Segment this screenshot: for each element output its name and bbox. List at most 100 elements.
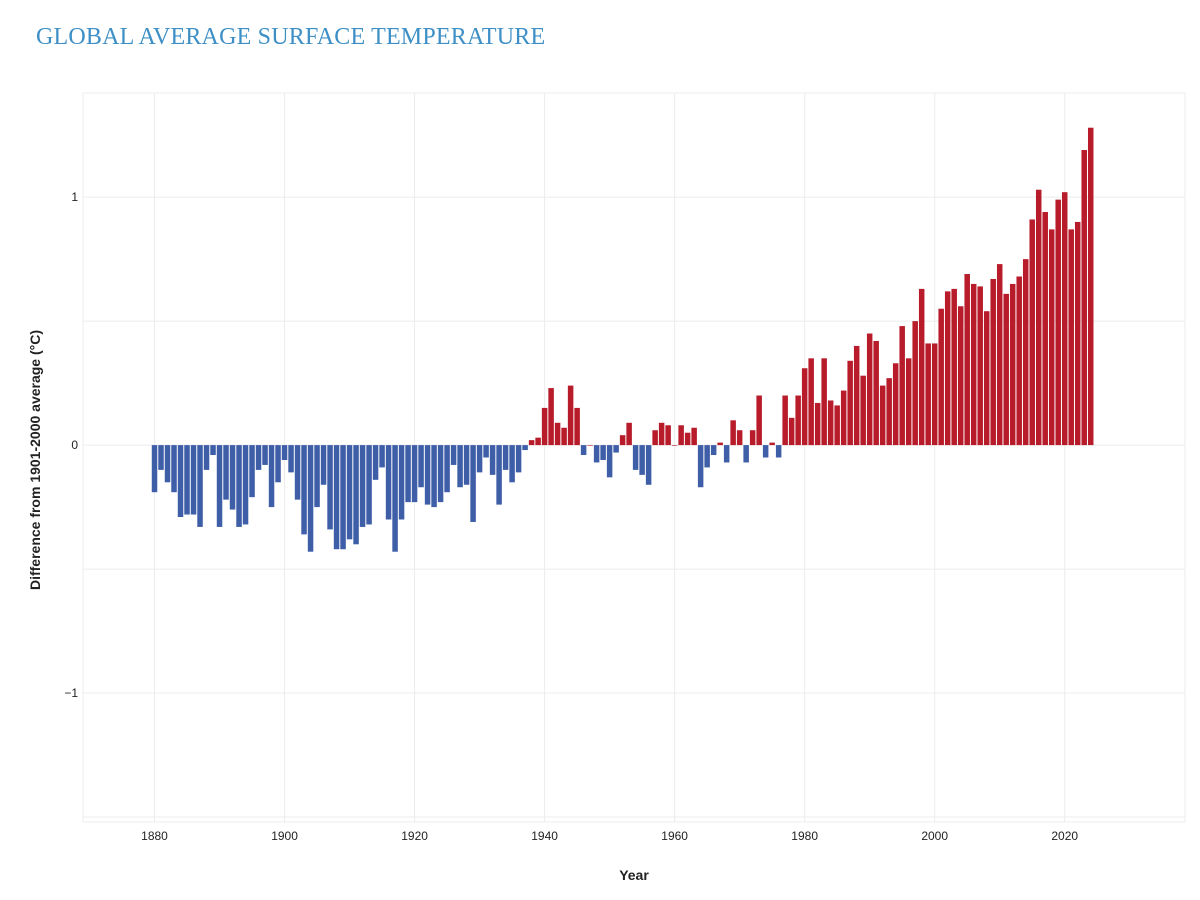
bar-1931 — [483, 445, 489, 458]
bar-1917 — [392, 445, 398, 552]
bar-1960 — [671, 445, 678, 446]
bar-1998 — [918, 288, 925, 446]
bar-1934 — [502, 445, 509, 470]
bar-1911 — [353, 445, 359, 545]
bar-2009 — [990, 278, 996, 446]
x-tick-1900: 1900 — [271, 829, 298, 843]
bar-1973 — [756, 395, 762, 446]
bar-1941 — [548, 388, 554, 446]
bar-1996 — [905, 358, 912, 446]
bar-1918 — [398, 445, 405, 520]
y-axis-label: Difference from 1901-2000 average (°C) — [27, 330, 43, 590]
bar-1976 — [775, 445, 782, 458]
bar-1990 — [866, 333, 873, 446]
bar-2000 — [931, 343, 938, 446]
bar-1961 — [678, 425, 684, 446]
bar-1922 — [424, 445, 431, 505]
bar-1924 — [437, 445, 444, 503]
bar-1950 — [606, 445, 613, 478]
bars — [151, 127, 1094, 552]
bar-1970 — [736, 430, 743, 446]
bar-1885 — [184, 445, 190, 515]
bar-1989 — [860, 375, 866, 446]
bar-1982 — [814, 402, 821, 446]
bar-1969 — [730, 420, 736, 446]
bar-1984 — [827, 400, 834, 446]
bar-1942 — [554, 422, 561, 446]
bar-1974 — [762, 445, 769, 458]
bar-1966 — [710, 445, 717, 456]
bar-1935 — [509, 445, 515, 483]
bar-1915 — [379, 445, 385, 468]
bar-1913 — [366, 445, 372, 525]
bar-1881 — [158, 445, 164, 470]
bar-1901 — [288, 445, 294, 473]
bar-1978 — [788, 417, 795, 446]
bar-1893 — [236, 445, 242, 527]
bar-1916 — [385, 445, 392, 520]
bar-1956 — [645, 445, 652, 485]
bar-2023 — [1081, 150, 1087, 446]
bar-1999 — [925, 343, 931, 446]
bar-1906 — [320, 445, 327, 485]
bar-1880 — [151, 445, 158, 493]
bar-1983 — [821, 358, 827, 446]
bar-1919 — [405, 445, 411, 503]
bar-1930 — [476, 445, 483, 473]
bar-1944 — [567, 385, 574, 446]
bar-1981 — [808, 358, 814, 446]
bar-2019 — [1055, 199, 1061, 446]
bar-1986 — [840, 390, 847, 446]
bar-1929 — [470, 445, 476, 522]
bar-1914 — [372, 445, 379, 480]
bar-1979 — [795, 395, 801, 446]
bar-1925 — [444, 445, 450, 493]
bar-1910 — [346, 445, 353, 540]
bar-2012 — [1009, 283, 1016, 446]
x-tick-2020: 2020 — [1051, 829, 1078, 843]
bar-1890 — [216, 445, 223, 527]
bar-1948 — [593, 445, 600, 463]
bar-1943 — [561, 427, 567, 446]
bar-1949 — [600, 445, 606, 460]
bar-1933 — [496, 445, 502, 505]
chart-title: GLOBAL AVERAGE SURFACE TEMPERATURE — [36, 24, 546, 50]
y-tick: −1 — [64, 686, 78, 700]
bar-1946 — [580, 445, 587, 456]
y-tick: 1 — [71, 190, 78, 204]
bar-1887 — [197, 445, 203, 527]
bar-1977 — [782, 395, 788, 446]
bar-1947 — [587, 445, 593, 446]
x-axis-label: Year — [619, 867, 649, 883]
y-tick-labels: −1 0 1 — [64, 190, 78, 700]
x-tick-1920: 1920 — [401, 829, 428, 843]
bar-1939 — [535, 437, 541, 446]
bar-1920 — [411, 445, 418, 503]
bar-1889 — [210, 445, 216, 456]
bar-2011 — [1003, 293, 1009, 446]
bar-2014 — [1022, 259, 1029, 446]
bar-1991 — [873, 340, 879, 446]
bar-1940 — [541, 407, 548, 446]
bar-1938 — [528, 440, 535, 446]
bar-1921 — [418, 445, 424, 488]
bar-1980 — [801, 368, 808, 446]
bar-1927 — [457, 445, 463, 488]
bar-1899 — [275, 445, 281, 483]
bar-2015 — [1029, 219, 1035, 446]
bar-1967 — [717, 442, 723, 446]
bar-1995 — [899, 326, 905, 446]
bar-1895 — [249, 445, 255, 498]
bar-2021 — [1068, 229, 1074, 446]
bar-1903 — [301, 445, 307, 535]
bar-1886 — [190, 445, 197, 515]
x-tick-1940: 1940 — [531, 829, 558, 843]
plot-area — [82, 92, 1186, 823]
bar-1907 — [327, 445, 333, 530]
bar-1909 — [340, 445, 346, 550]
x-tick-2000: 2000 — [921, 829, 948, 843]
bar-1892 — [229, 445, 236, 510]
bar-1971 — [743, 445, 749, 463]
bar-1958 — [658, 422, 665, 446]
bar-1987 — [847, 360, 853, 446]
